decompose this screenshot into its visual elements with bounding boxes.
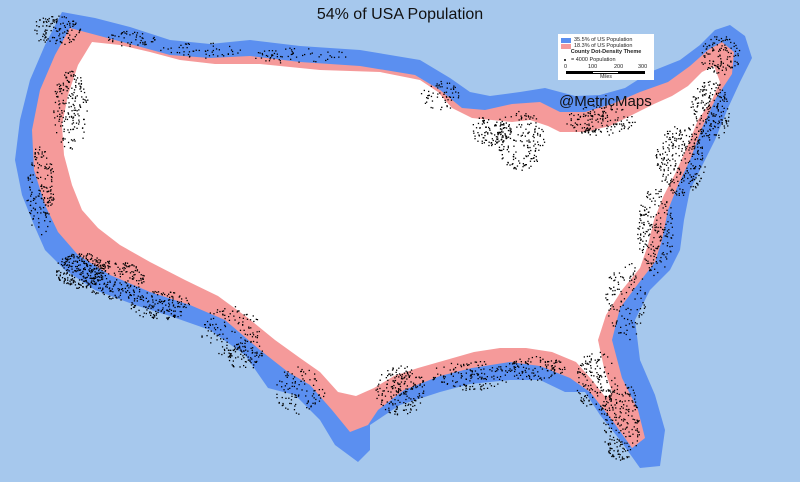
scale-tick-200: 200 [614,64,624,70]
population-dots [26,15,741,461]
scale-tick-300: 300 [638,64,648,70]
legend-dot-label: = 4000 Population [571,57,616,63]
legend-item-inner: 18.3% of US Population [561,43,632,49]
legend-swatch-outer [561,37,571,43]
legend-theme-title: County Dot-Density Theme [570,49,642,55]
legend-item-outer: 35.5% of US Population [561,37,632,43]
credit-handle: @MetricMaps [559,93,652,110]
scale-tick-0: 0 [564,64,568,70]
legend-swatch-inner [561,43,571,49]
map-title: 54% of USA Population [316,6,484,23]
legend-label-inner: 18.3% of US Population [574,43,633,49]
interior-region [62,42,720,398]
scale-bar: 0 100 200 300 Miles [564,64,648,80]
legend-dot-item: = 4000 Population [564,57,616,63]
legend-label-outer: 35.5% of US Population [574,37,633,43]
scale-unit-label: Miles [600,74,612,80]
legend: 35.5% of US Population 18.3% of US Popul… [558,34,654,80]
dot-symbol-icon [564,59,566,61]
scale-tick-100: 100 [588,64,598,70]
scale-bar-graphic [566,71,645,74]
